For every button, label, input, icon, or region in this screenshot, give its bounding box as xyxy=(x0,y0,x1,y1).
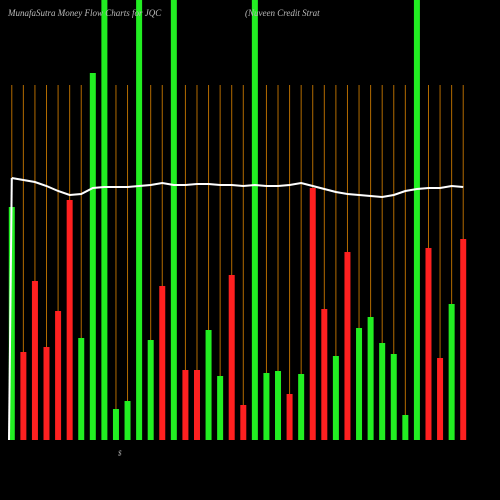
axis-note: $ xyxy=(118,450,122,458)
bar xyxy=(321,309,328,440)
bar xyxy=(66,200,73,440)
bar xyxy=(147,340,154,440)
bar xyxy=(286,394,293,440)
bar xyxy=(193,370,200,440)
bar xyxy=(89,73,96,440)
line-lead-in xyxy=(8,177,13,441)
bar xyxy=(112,409,119,440)
bar xyxy=(20,352,27,440)
bar xyxy=(228,275,235,440)
bar xyxy=(170,0,177,440)
bar xyxy=(263,373,270,440)
bar xyxy=(437,358,444,440)
bar xyxy=(379,343,386,440)
bar xyxy=(31,281,38,440)
bar xyxy=(448,304,455,440)
bar xyxy=(460,239,467,440)
bar xyxy=(367,317,374,440)
chart-subtitle: (Nuveen Credit Strat xyxy=(245,8,320,18)
bar xyxy=(298,374,305,440)
bar xyxy=(8,207,15,440)
bar xyxy=(344,252,351,440)
marks xyxy=(8,0,467,441)
bar xyxy=(309,188,316,440)
bar xyxy=(159,286,166,440)
bar xyxy=(251,0,258,440)
bar xyxy=(43,347,50,440)
bar xyxy=(124,401,131,440)
bar xyxy=(78,338,85,440)
bar xyxy=(205,330,212,440)
bar xyxy=(240,405,247,440)
bar xyxy=(332,356,339,440)
bar xyxy=(101,0,108,440)
bar xyxy=(55,311,62,440)
bar xyxy=(217,376,224,440)
bar xyxy=(275,371,282,440)
bar xyxy=(356,328,363,440)
money-flow-line xyxy=(11,177,464,199)
bar xyxy=(182,370,189,440)
bar xyxy=(413,0,420,440)
bar xyxy=(402,415,409,440)
chart-title: MunafaSutra Money Flow Charts for JQC xyxy=(7,8,162,18)
bar xyxy=(136,0,143,440)
bar xyxy=(425,248,432,440)
bar xyxy=(390,354,397,440)
